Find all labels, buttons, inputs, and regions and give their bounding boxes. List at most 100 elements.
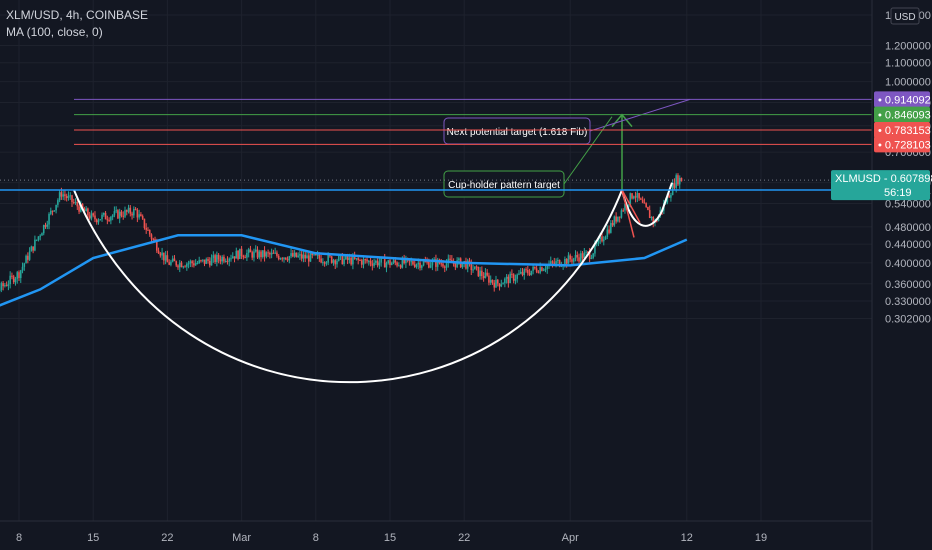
candle-body xyxy=(527,269,529,274)
candle-body xyxy=(599,236,602,240)
candle-body xyxy=(140,214,142,217)
candle-body xyxy=(592,253,594,258)
candle-body xyxy=(655,220,658,222)
candle-body xyxy=(482,276,485,279)
candle-body xyxy=(7,284,10,286)
candle-body xyxy=(518,273,520,275)
candle-body xyxy=(223,256,225,262)
candle-body xyxy=(542,269,545,271)
candle-body xyxy=(21,266,24,271)
candle-body xyxy=(150,234,153,239)
candle-body xyxy=(474,266,476,270)
candle-body xyxy=(371,263,374,266)
candle-body xyxy=(157,250,160,254)
candle-body xyxy=(258,251,261,258)
candle-body xyxy=(551,261,554,263)
candle-body xyxy=(491,279,494,283)
candle-body xyxy=(304,254,306,259)
candle-body xyxy=(468,260,471,263)
candle-body xyxy=(330,256,333,263)
candle-body xyxy=(307,255,310,262)
candle-body xyxy=(159,253,162,256)
currency-badge[interactable] xyxy=(890,7,920,25)
candle-body xyxy=(633,196,635,199)
candle-body xyxy=(454,263,457,268)
candle-body xyxy=(399,265,402,268)
candle-body xyxy=(537,271,540,273)
candle-body xyxy=(175,261,178,266)
candle-body xyxy=(638,193,640,199)
candle-body xyxy=(249,249,252,253)
candle-body xyxy=(488,275,490,283)
candle-body xyxy=(99,219,102,221)
candle-body xyxy=(41,233,43,236)
candle-body xyxy=(65,196,68,198)
candle-body xyxy=(237,250,239,259)
candle-body xyxy=(622,210,624,212)
countdown-text: 56:19 xyxy=(884,187,912,199)
cup-curve xyxy=(73,189,623,384)
candle-body xyxy=(641,199,644,203)
candle-body xyxy=(618,216,621,218)
candle-body xyxy=(297,255,299,257)
candle-body xyxy=(136,209,139,218)
candle-body xyxy=(424,261,427,263)
candle-body xyxy=(182,266,185,268)
candle-body xyxy=(680,177,683,182)
candle-body xyxy=(122,215,125,217)
candle-body xyxy=(145,227,147,230)
candle-body xyxy=(523,269,526,276)
candle-body xyxy=(549,261,552,265)
candle-body xyxy=(419,262,421,268)
candle-body xyxy=(228,258,231,262)
candle-body xyxy=(262,250,264,258)
cup-holder-callout-text: Cup-holder pattern target xyxy=(448,180,560,191)
candle-body xyxy=(617,216,619,222)
candle-body xyxy=(445,263,448,268)
candle-body xyxy=(187,263,190,265)
candle-body xyxy=(226,260,229,262)
candle-body xyxy=(341,255,344,265)
candle-body xyxy=(284,257,287,260)
candle-body xyxy=(39,235,41,237)
candle-body xyxy=(364,259,367,261)
handle-wedge xyxy=(621,189,641,238)
candle-body xyxy=(272,252,275,254)
candle-body xyxy=(152,238,155,240)
fib-target-callout[interactable]: Next potential target (1.618 Fib) xyxy=(443,98,691,145)
resistance-line-2-price-text: • 0.728103 xyxy=(878,139,931,151)
candle-body xyxy=(276,252,278,256)
candle-body xyxy=(81,203,84,209)
candle-body xyxy=(383,257,386,268)
candle-body xyxy=(564,258,566,266)
candle-body xyxy=(203,259,206,264)
candle-body xyxy=(92,213,94,216)
candle-body xyxy=(48,213,50,225)
fib-target-line-price-text: • 0.914092 xyxy=(878,94,931,106)
price-tick-label: 0.302000 xyxy=(885,314,931,326)
candle-body xyxy=(30,246,33,252)
candle-body xyxy=(69,195,72,197)
candle-body xyxy=(23,263,26,267)
time-tick-label: 15 xyxy=(87,532,99,544)
price-tick-label: 0.540000 xyxy=(885,199,931,211)
levels[interactable] xyxy=(0,98,872,191)
candle-body xyxy=(336,260,338,265)
time-tick-label: 8 xyxy=(313,532,319,544)
time-tick-label: 12 xyxy=(681,532,693,544)
candle-body xyxy=(221,256,223,262)
fib-target-line-price-tag xyxy=(874,91,930,108)
candle-body xyxy=(442,263,444,267)
candle-body xyxy=(412,261,414,265)
candle-body xyxy=(647,207,649,211)
candle-body xyxy=(124,210,126,217)
candle-body xyxy=(184,266,186,268)
candle-body xyxy=(196,262,199,264)
candle-body xyxy=(244,257,246,259)
candle-body xyxy=(263,250,266,257)
candle-body xyxy=(19,270,22,279)
candle-body xyxy=(346,255,349,261)
candle-body xyxy=(28,251,31,260)
candle-body xyxy=(320,258,322,263)
